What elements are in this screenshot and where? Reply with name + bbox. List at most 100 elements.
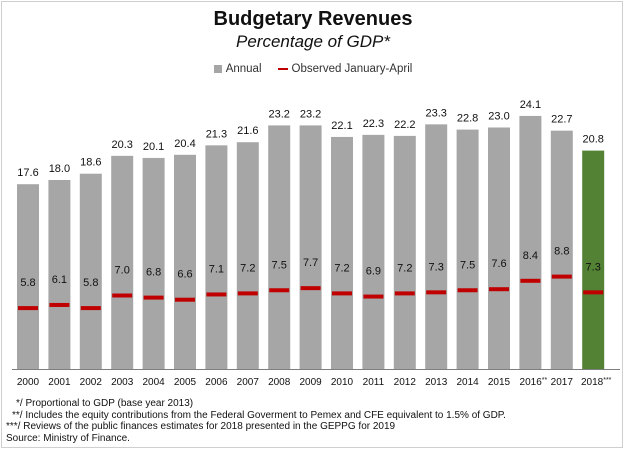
marker-observed [112,293,133,298]
marker-observed [80,306,101,311]
bar-annual [550,130,573,369]
x-tick-label: 2003 [111,377,134,388]
x-tick-label: 2002 [80,377,103,388]
data-label-observed: 5.8 [20,277,35,289]
bar-annual [205,145,228,369]
footnote-3: ***/ Reviews of the public finances esti… [6,421,396,432]
bar-annual [142,157,165,369]
data-label-annual: 17.6 [17,167,38,179]
data-label-observed: 7.6 [491,258,506,270]
data-label-annual: 23.3 [425,107,446,119]
x-tick-label: 2006 [205,377,228,388]
chart-legend: Annual Observed January-April [0,63,626,75]
marker-observed [363,294,384,299]
data-label-observed: 7.5 [460,259,475,271]
data-label-observed: 7.7 [303,257,318,269]
x-tick-label: 2014 [456,377,479,388]
bar-annual [456,129,479,369]
data-label-observed: 6.1 [52,274,67,286]
legend-label-observed: Observed January-April [291,63,413,75]
x-tick-label: 2008 [268,377,291,388]
marker-observed [206,292,227,297]
legend-label-annual: Annual [225,63,262,75]
data-label-annual: 23.2 [268,108,289,120]
marker-observed [49,302,70,307]
data-label-annual: 21.3 [206,128,227,140]
marker-observed [332,291,352,296]
bar-annual [299,125,322,370]
marker-observed [237,291,258,296]
legend-item-annual: Annual [213,63,262,75]
bar-annual [174,154,196,369]
x-tick-label: 2010 [331,377,354,388]
x-tick-label: 2001 [48,377,71,388]
data-label-annual: 23.0 [488,111,509,123]
data-label-annual: 20.3 [111,139,132,151]
marker-observed [489,287,509,292]
marker-observed [394,291,415,296]
data-label-observed: 8.8 [554,246,569,258]
data-label-annual: 23.2 [300,108,321,120]
x-tick-label: 2018*** [581,377,612,388]
bar-annual [111,155,134,369]
footnote-1: */ Proportional to GDP (base year 2013) [16,398,194,409]
bar-annual [519,115,542,369]
x-tick-label: 2016** [520,377,548,388]
data-label-observed: 7.0 [115,265,130,277]
bar-annual [488,127,510,369]
marker-observed [583,290,604,295]
marker-observed [457,288,478,293]
chart-title: Budgetary Revenues [213,8,413,30]
legend-swatch-observed [277,68,288,70]
x-tick-label: 2000 [17,377,40,388]
bar-annual [393,135,416,369]
data-label-annual: 22.1 [331,120,352,132]
bar-annual [268,125,291,370]
marker-observed [269,288,290,293]
data-label-observed: 5.8 [83,277,98,289]
chart-subtitle: Percentage of GDP* [235,32,391,51]
data-label-observed: 7.5 [272,259,287,271]
data-label-annual: 20.1 [143,141,164,153]
data-label-observed: 7.2 [334,262,349,274]
x-tick-label: 2011 [363,377,385,388]
data-label-observed: 7.3 [586,261,601,273]
x-tick-label: 2013 [425,377,448,388]
x-tick-label: 2012 [394,377,417,388]
data-label-annual: 21.6 [237,125,258,137]
bar-annual [236,142,259,369]
marker-observed [18,306,38,311]
data-label-observed: 6.8 [146,267,161,279]
bar-annual [331,136,353,369]
bar-annual [362,134,385,369]
data-label-annual: 24.1 [520,99,541,111]
data-label-annual: 20.4 [174,138,195,150]
data-label-observed: 8.4 [523,250,538,262]
x-tick-label: 2015 [488,377,511,388]
data-label-annual: 22.2 [394,119,415,131]
data-label-annual: 22.8 [457,113,478,125]
x-tick-label: 2004 [142,377,165,388]
bar-annual [425,124,448,369]
data-label-observed: 7.2 [240,262,255,274]
bar-annual [582,150,605,369]
marker-observed [143,295,164,300]
data-label-observed: 7.1 [209,263,224,275]
data-label-observed: 6.6 [177,269,192,281]
data-label-annual: 18.0 [49,163,70,175]
legend-swatch-annual [213,65,222,73]
marker-observed [520,278,541,283]
marker-observed [551,274,572,279]
marker-observed [300,286,321,291]
data-label-annual: 18.6 [80,157,101,169]
x-tick-label: 2017 [551,377,574,388]
data-label-annual: 22.3 [363,118,384,130]
x-tick-label: 2007 [237,377,260,388]
marker-observed [426,290,447,295]
footnotes: */ Proportional to GDP (base year 2013) … [6,398,622,444]
bar-annual [79,173,102,369]
footnote-2: **/ Includes the equity contributions fr… [12,409,506,421]
marker-observed [175,297,195,302]
data-label-annual: 22.7 [551,114,572,126]
